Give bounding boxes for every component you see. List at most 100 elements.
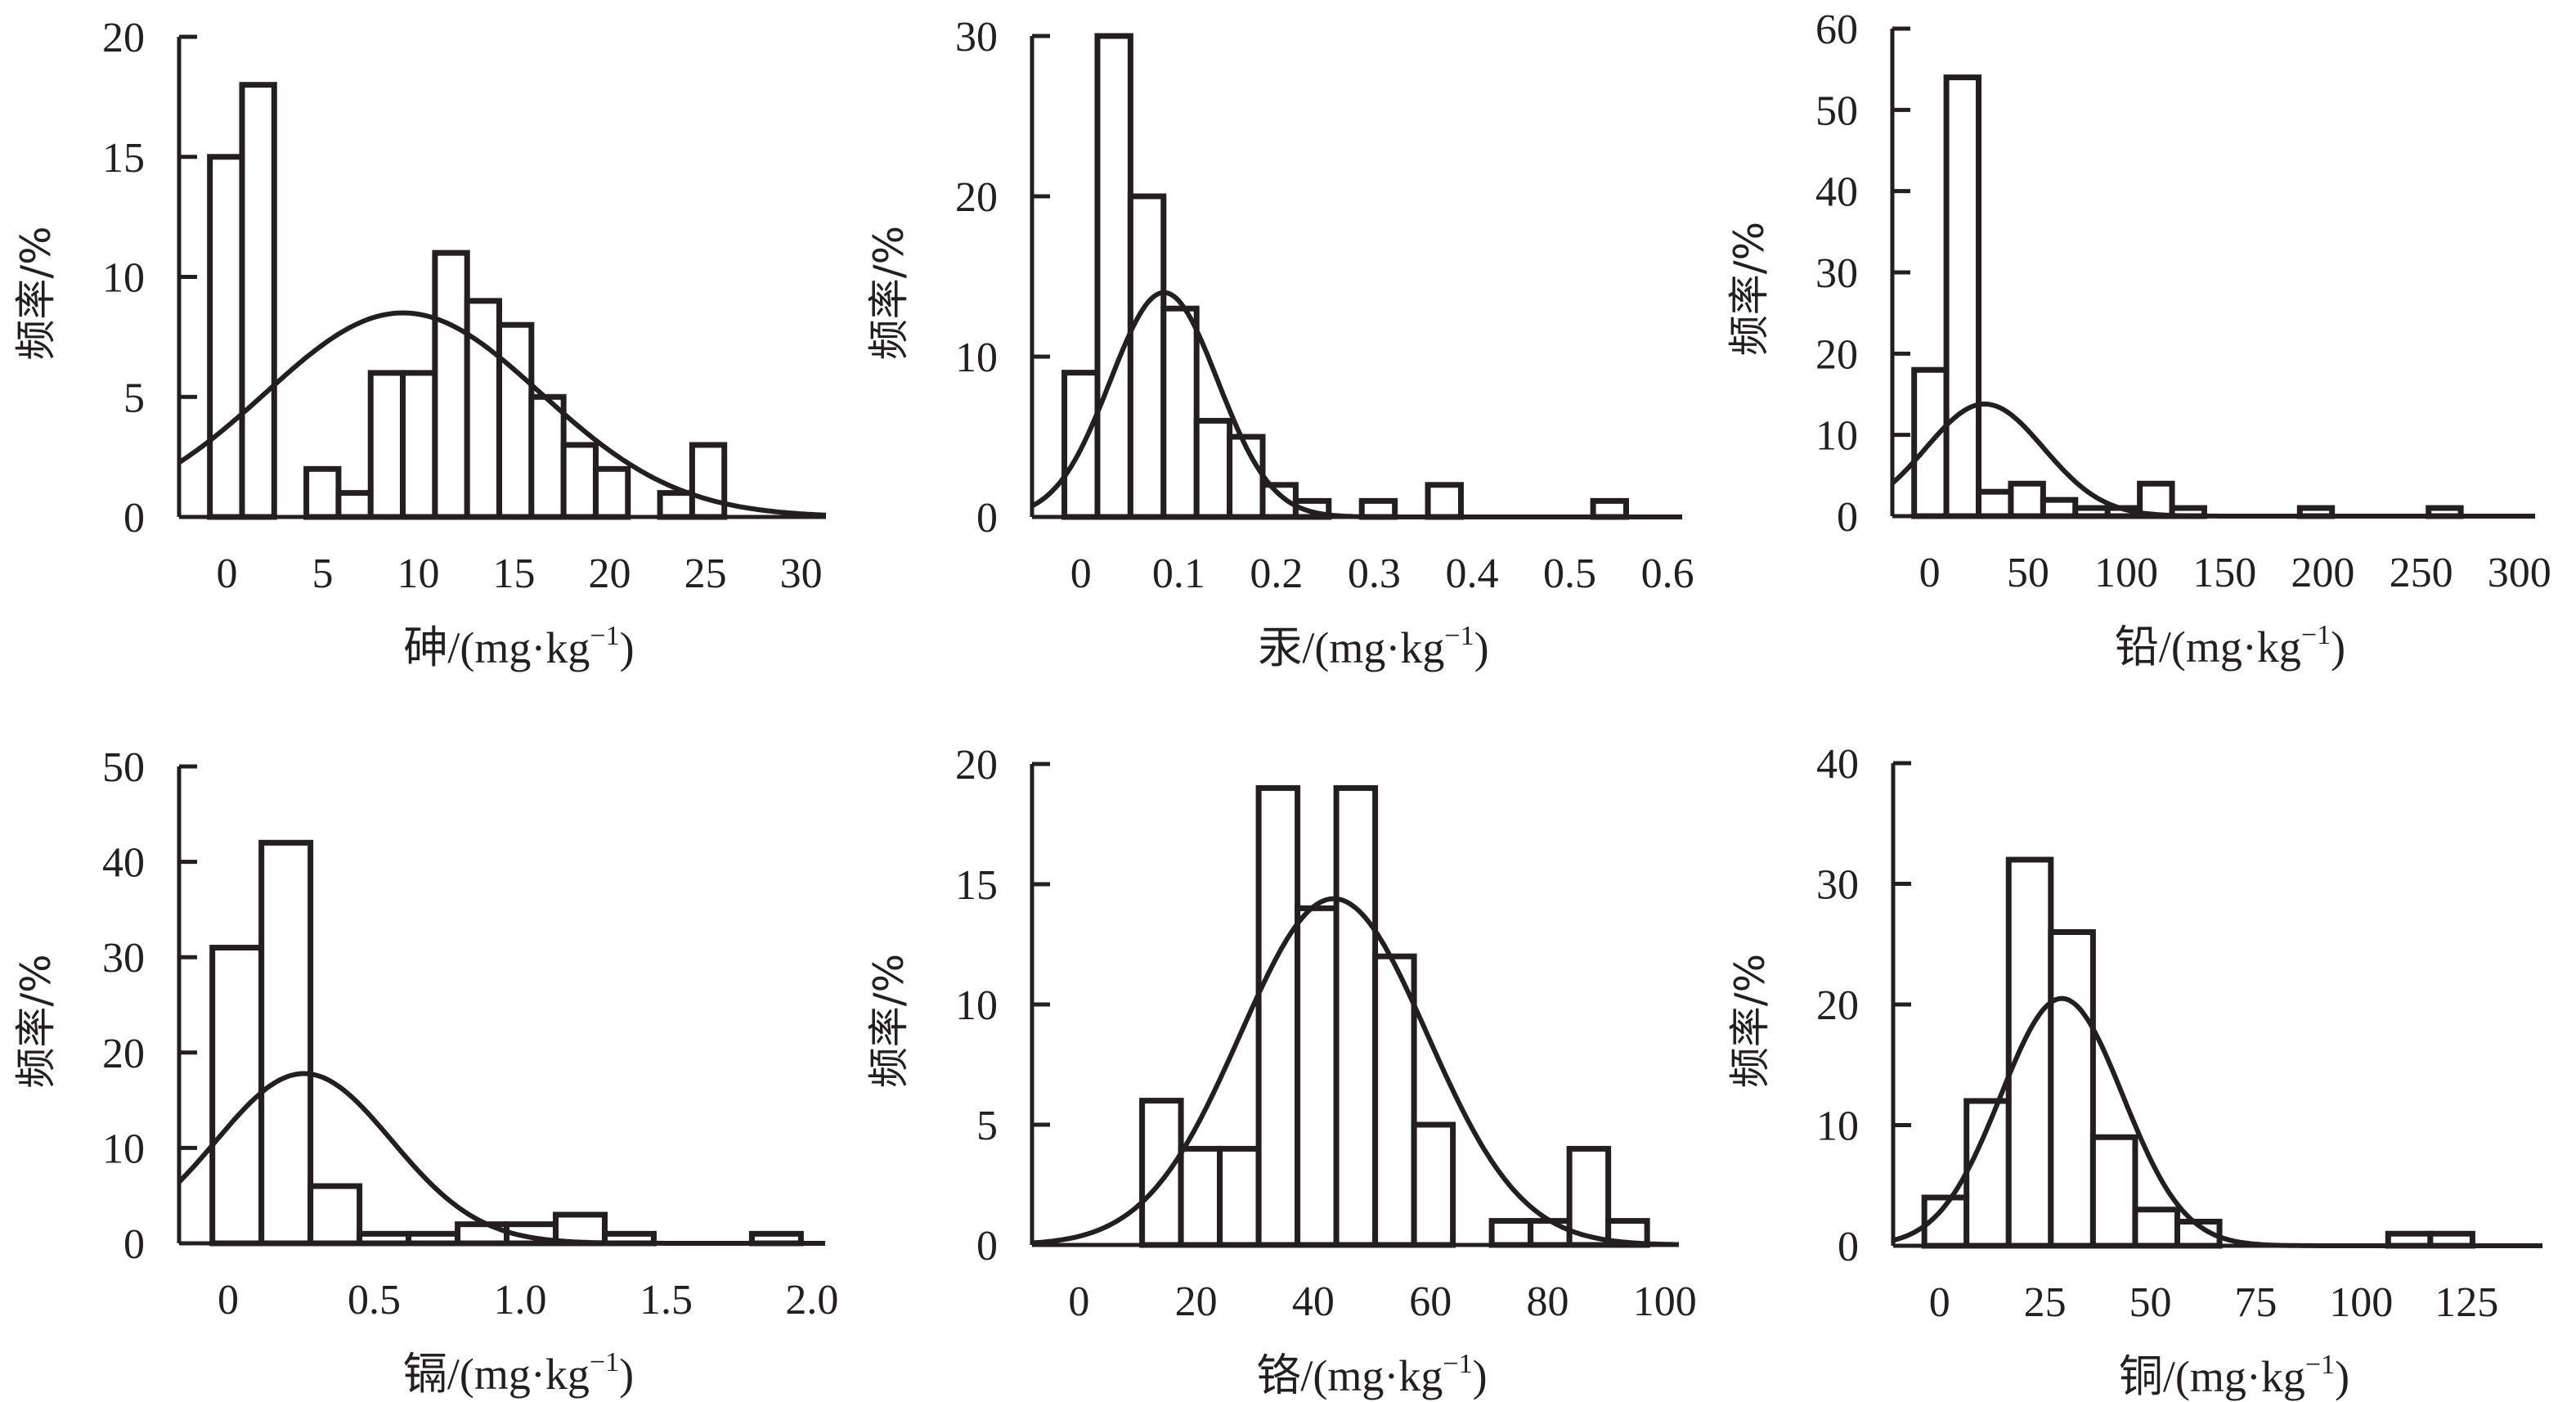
y-tick-label: 15 xyxy=(102,135,145,182)
x-tick-label: 30 xyxy=(780,550,823,597)
histogram-bar xyxy=(1411,1121,1456,1248)
x-tick-label: 0.5 xyxy=(348,1277,401,1323)
x-tick-label: 300 xyxy=(2488,550,2551,596)
normal-curve xyxy=(177,310,827,518)
y-tick-label: 50 xyxy=(102,744,145,791)
x-tick-label: 15 xyxy=(493,550,536,597)
histogram-bar xyxy=(1127,193,1167,520)
x-tick-label: 5 xyxy=(312,550,334,597)
x-tick-label: 0 xyxy=(1070,550,1092,597)
x-tick-label: 0 xyxy=(1919,550,1941,596)
histogram-bar xyxy=(1094,33,1133,520)
y-tick-label: 40 xyxy=(1816,741,1859,788)
y-tick-label: 20 xyxy=(1815,331,1858,378)
x-axis-unit-exponent: −1 xyxy=(590,621,619,651)
x-axis-title: 汞/(mg·kg−1) xyxy=(1258,621,1488,672)
histogram-bar xyxy=(209,945,265,1247)
histogram-chromium: 0 5 10 15 20 0 20 40 60 80 100 频率/% 铬/(mg·kg−1) xyxy=(865,742,1697,1400)
x-axis-unit-close: ) xyxy=(1474,623,1489,672)
y-tick-label: 30 xyxy=(1816,862,1859,909)
histogram-bar xyxy=(592,465,631,520)
y-tick-label: 10 xyxy=(102,255,145,302)
histogram-bar xyxy=(367,370,406,520)
histogram-bar xyxy=(1333,784,1379,1248)
x-tick-label: 125 xyxy=(2435,1279,2498,1326)
histogram-bar xyxy=(307,1183,363,1247)
x-tick-label: 2.0 xyxy=(785,1277,838,1323)
x-tick-label: 200 xyxy=(2291,550,2354,596)
x-axis-unit-exponent: −1 xyxy=(2305,1350,2335,1380)
histogram-bar xyxy=(528,393,567,520)
y-axis-title: 频率/% xyxy=(12,226,60,360)
x-tick-label: 100 xyxy=(2094,550,2158,596)
x-axis-unit: /(mg·kg xyxy=(2159,622,2301,672)
y-axis-title: 频率/% xyxy=(1726,954,1774,1088)
y-tick-label: 0 xyxy=(123,495,145,541)
y-tick-label: 40 xyxy=(102,840,145,887)
x-axis-unit-close: ) xyxy=(2335,1352,2349,1401)
x-axis-title: 铬/(mg·kg−1) xyxy=(1256,1349,1487,1400)
x-axis-unit-close: ) xyxy=(1473,1351,1488,1400)
histogram-bar xyxy=(303,465,342,520)
x-axis-element: 砷 xyxy=(403,623,447,672)
histogram-bar xyxy=(207,154,245,520)
x-tick-label: 250 xyxy=(2390,550,2453,596)
histogram-bar xyxy=(1160,305,1200,520)
x-axis-unit: /(mg·kg xyxy=(447,623,590,672)
x-axis-unit: /(mg·kg xyxy=(1300,1351,1443,1400)
y-tick-label: 10 xyxy=(102,1126,145,1172)
histogram-bar xyxy=(2005,856,2054,1249)
x-tick-label: 0 xyxy=(217,550,238,597)
x-axis-element: 铅 xyxy=(2115,622,2159,672)
x-axis-unit-close: ) xyxy=(619,1350,634,1399)
x-tick-label: 0.4 xyxy=(1445,550,1498,597)
histogram-bar xyxy=(1566,1145,1612,1248)
y-tick-label: 10 xyxy=(1815,413,1858,460)
x-axis-unit: /(mg·kg xyxy=(2163,1352,2305,1401)
y-tick-label: 10 xyxy=(1816,1103,1859,1150)
y-tick-label: 40 xyxy=(1815,169,1858,216)
y-axis-title: 频率/% xyxy=(865,954,913,1088)
y-tick-label: 20 xyxy=(102,15,145,61)
histogram-bar xyxy=(2137,480,2175,519)
x-axis-title: 铅/(mg·kg−1) xyxy=(2115,620,2345,672)
y-tick-label: 60 xyxy=(1815,7,1858,53)
x-tick-label: 20 xyxy=(1175,1278,1218,1325)
y-tick-label: 0 xyxy=(123,1221,145,1268)
y-tick-label: 0 xyxy=(976,495,998,541)
y-tick-label: 50 xyxy=(1815,88,1858,134)
x-axis-unit: /(mg·kg xyxy=(1302,623,1444,672)
x-axis-element: 汞 xyxy=(1258,623,1302,672)
histogram-bar xyxy=(1488,1218,1534,1248)
x-axis-element: 铜 xyxy=(2119,1352,2163,1401)
histogram-cadmium: 0 10 20 30 40 50 0 0.5 1.0 1.5 2.0 频率/% 镉/(mg·kg−1) xyxy=(12,744,838,1399)
histogram-bar xyxy=(464,298,503,520)
y-tick-label: 20 xyxy=(955,742,998,789)
x-axis-unit-exponent: −1 xyxy=(590,1347,619,1377)
x-tick-label: 0.3 xyxy=(1348,550,1401,597)
x-axis-title: 砷/(mg·kg−1) xyxy=(403,621,634,672)
histogram-bar xyxy=(689,442,728,520)
x-tick-label: 50 xyxy=(2129,1279,2172,1326)
x-tick-label: 0.5 xyxy=(1543,550,1596,597)
x-axis-title: 铜/(mg·kg−1) xyxy=(2119,1350,2349,1401)
y-tick-label: 5 xyxy=(976,1103,998,1149)
histogram-bar xyxy=(258,839,314,1247)
y-tick-label: 20 xyxy=(955,174,998,221)
x-tick-label: 0 xyxy=(218,1277,239,1323)
histogram-bar xyxy=(657,490,695,520)
histogram-mercury: 0 10 20 30 0 0.1 0.2 0.3 0.4 0.5 0.6 频率/% 汞/(mg·kg−1… xyxy=(865,14,1694,672)
histogram-bar xyxy=(1976,488,2014,519)
histogram-bar xyxy=(1139,1098,1184,1248)
x-axis-unit: /(mg·kg xyxy=(447,1350,590,1399)
x-axis-title: 镉/(mg·kg−1) xyxy=(403,1347,634,1399)
x-tick-label: 100 xyxy=(1633,1278,1697,1325)
x-tick-label: 150 xyxy=(2192,550,2256,596)
x-tick-label: 20 xyxy=(589,550,631,597)
histogram-bar xyxy=(1372,953,1417,1248)
x-tick-label: 25 xyxy=(684,550,727,597)
x-axis-unit-exponent: −1 xyxy=(1444,621,1474,651)
histogram-bar xyxy=(2132,1207,2181,1249)
y-tick-label: 10 xyxy=(955,335,998,381)
